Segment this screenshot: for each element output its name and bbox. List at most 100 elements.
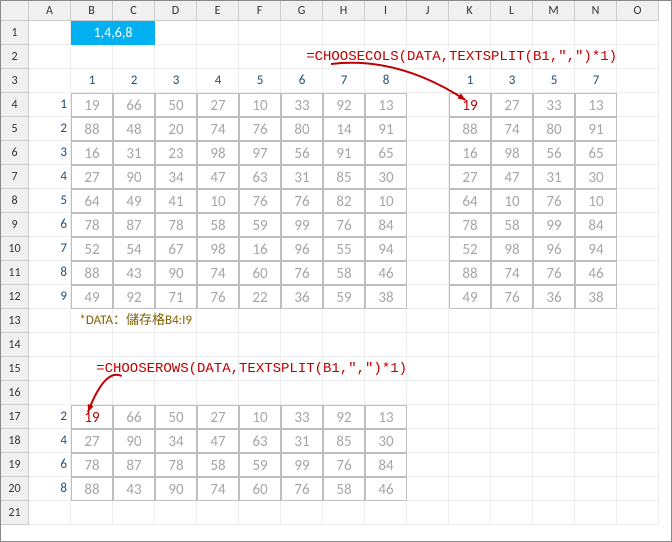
t3-val: 10: [239, 405, 281, 429]
t3-val: 47: [197, 429, 239, 453]
col-header[interactable]: N: [575, 1, 617, 21]
t2-val: 16: [449, 141, 491, 165]
t1-val: 31: [281, 165, 323, 189]
t1-val: 27: [197, 93, 239, 117]
col-header[interactable]: A: [29, 1, 71, 21]
col-header[interactable]: K: [449, 1, 491, 21]
t3-val: 34: [155, 429, 197, 453]
col-header[interactable]: I: [365, 1, 407, 21]
t1-val: 58: [197, 213, 239, 237]
t2-val: 65: [575, 141, 617, 165]
t1-val: 60: [239, 261, 281, 285]
row-header[interactable]: 5: [1, 117, 29, 141]
row-header[interactable]: 4: [1, 93, 29, 117]
t1-row-idx: 4: [29, 165, 71, 189]
input-cell[interactable]: 1,4,6,8: [71, 21, 155, 45]
t3-val: 85: [323, 429, 365, 453]
row-header[interactable]: 8: [1, 189, 29, 213]
t1-val: 10: [197, 189, 239, 213]
t1-val: 88: [71, 117, 113, 141]
t1-val: 76: [239, 189, 281, 213]
t1-val: 82: [323, 189, 365, 213]
col-header[interactable]: M: [533, 1, 575, 21]
t2-val: 74: [491, 261, 533, 285]
row-header[interactable]: 21: [1, 501, 29, 525]
formula-chooserows: =CHOOSEROWS(DATA,TEXTSPLIT(B1,",")*1): [96, 357, 516, 381]
t3-row-idx: 4: [29, 429, 71, 453]
row-header[interactable]: 9: [1, 213, 29, 237]
t2-val: 84: [575, 213, 617, 237]
t1-val: 78: [71, 213, 113, 237]
row-header[interactable]: 17: [1, 405, 29, 429]
t1-col-idx: 7: [323, 69, 365, 93]
col-header[interactable]: [1, 1, 29, 21]
row-header[interactable]: 15: [1, 357, 29, 381]
t2-val: 80: [533, 117, 575, 141]
row-header[interactable]: 6: [1, 141, 29, 165]
t2-val: 98: [491, 237, 533, 261]
t3-val: 63: [239, 429, 281, 453]
row-header[interactable]: 13: [1, 309, 29, 333]
row-header[interactable]: 14: [1, 333, 29, 357]
t1-val: 71: [155, 285, 197, 309]
row-header[interactable]: 12: [1, 285, 29, 309]
t2-val: 98: [491, 141, 533, 165]
col-header[interactable]: L: [491, 1, 533, 21]
t1-val: 76: [281, 261, 323, 285]
row-header[interactable]: 16: [1, 381, 29, 405]
t1-row-idx: 5: [29, 189, 71, 213]
t2-val: 27: [491, 93, 533, 117]
t1-val: 47: [197, 165, 239, 189]
t1-val: 46: [365, 261, 407, 285]
col-header[interactable]: F: [239, 1, 281, 21]
t1-col-idx: 1: [71, 69, 113, 93]
t1-val: 88: [71, 261, 113, 285]
row-header[interactable]: 19: [1, 453, 29, 477]
t1-val: 63: [239, 165, 281, 189]
row-header[interactable]: 7: [1, 165, 29, 189]
row-header[interactable]: 3: [1, 69, 29, 93]
row-header[interactable]: 10: [1, 237, 29, 261]
t3-val: 92: [323, 405, 365, 429]
col-header[interactable]: J: [407, 1, 449, 21]
col-header[interactable]: G: [281, 1, 323, 21]
row-header[interactable]: 11: [1, 261, 29, 285]
t1-val: 97: [239, 141, 281, 165]
t3-val: 27: [71, 429, 113, 453]
t1-val: 38: [365, 285, 407, 309]
t2-col-idx: 7: [575, 69, 617, 93]
col-header[interactable]: B: [71, 1, 113, 21]
t3-val: 33: [281, 405, 323, 429]
t1-val: 92: [113, 285, 155, 309]
t2-val: 76: [533, 189, 575, 213]
t3-val: 74: [197, 477, 239, 501]
t1-val: 80: [281, 117, 323, 141]
t2-val: 56: [533, 141, 575, 165]
row-header[interactable]: 18: [1, 429, 29, 453]
t2-val: 10: [575, 189, 617, 213]
t3-val: 99: [281, 453, 323, 477]
t1-row-idx: 6: [29, 213, 71, 237]
t2-val: 74: [491, 117, 533, 141]
col-header[interactable]: C: [113, 1, 155, 21]
col-header[interactable]: H: [323, 1, 365, 21]
t2-val: 88: [449, 261, 491, 285]
row-header[interactable]: 1: [1, 21, 29, 45]
row-header[interactable]: 20: [1, 477, 29, 501]
t1-val: 91: [323, 141, 365, 165]
t1-val: 90: [155, 261, 197, 285]
t1-val: 43: [113, 261, 155, 285]
t3-val: 60: [239, 477, 281, 501]
t1-val: 94: [365, 237, 407, 261]
t2-val: 49: [449, 285, 491, 309]
t1-val: 33: [281, 93, 323, 117]
t3-val: 58: [197, 453, 239, 477]
row-header[interactable]: 2: [1, 45, 29, 69]
col-header[interactable]: O: [617, 1, 659, 21]
t3-val: 43: [113, 477, 155, 501]
t1-val: 52: [71, 237, 113, 261]
t1-val: 36: [281, 285, 323, 309]
col-header[interactable]: E: [197, 1, 239, 21]
col-header[interactable]: D: [155, 1, 197, 21]
t2-val: 58: [491, 213, 533, 237]
